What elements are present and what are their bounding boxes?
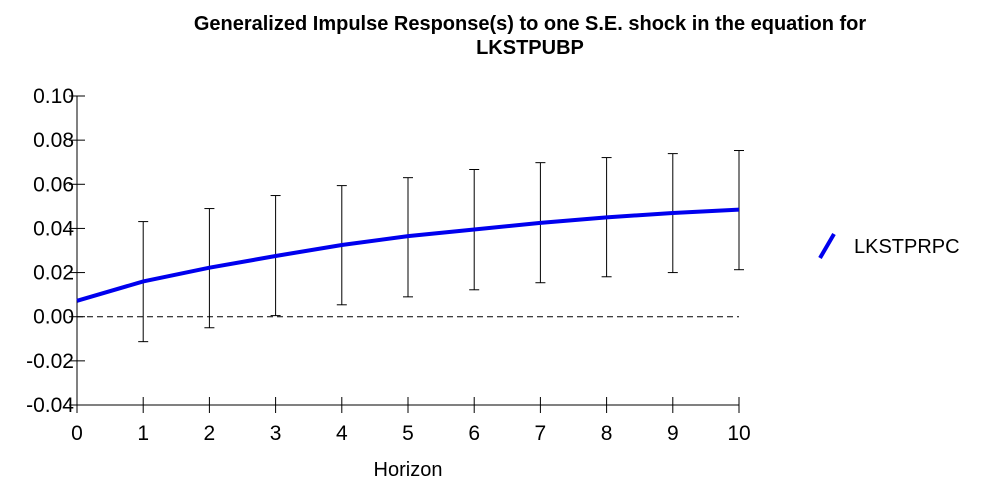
y-tick-label: 0.10 bbox=[33, 85, 74, 108]
y-tick-label: 0.06 bbox=[33, 173, 74, 196]
y-tick-label: 0.00 bbox=[33, 306, 74, 329]
y-tick-label: 0.08 bbox=[33, 129, 74, 152]
x-tick-label: 6 bbox=[468, 422, 480, 445]
x-tick-label: 5 bbox=[402, 422, 414, 445]
x-tick-label: 0 bbox=[71, 422, 83, 445]
x-axis-label: Horizon bbox=[374, 459, 443, 481]
y-tick-label: 0.02 bbox=[33, 262, 74, 285]
x-tick-label: 3 bbox=[270, 422, 282, 445]
series-line bbox=[76, 207, 740, 303]
y-tick-label: -0.04 bbox=[26, 394, 74, 417]
legend-swatch bbox=[818, 232, 836, 260]
x-tick-label: 1 bbox=[137, 422, 149, 445]
x-tick-label: 9 bbox=[667, 422, 679, 445]
chart-title: LKSTPUBP bbox=[476, 37, 584, 59]
legend-label: LKSTPRPC bbox=[854, 236, 960, 258]
x-tick-label: 4 bbox=[336, 422, 348, 445]
y-tick-label: -0.02 bbox=[26, 350, 74, 373]
x-tick-label: 7 bbox=[535, 422, 547, 445]
chart-title: Generalized Impulse Response(s) to one S… bbox=[194, 13, 867, 35]
x-tick-label: 8 bbox=[601, 422, 613, 445]
x-tick-label: 2 bbox=[204, 422, 216, 445]
x-tick-label: 10 bbox=[727, 422, 750, 445]
y-tick-label: 0.04 bbox=[33, 217, 74, 240]
